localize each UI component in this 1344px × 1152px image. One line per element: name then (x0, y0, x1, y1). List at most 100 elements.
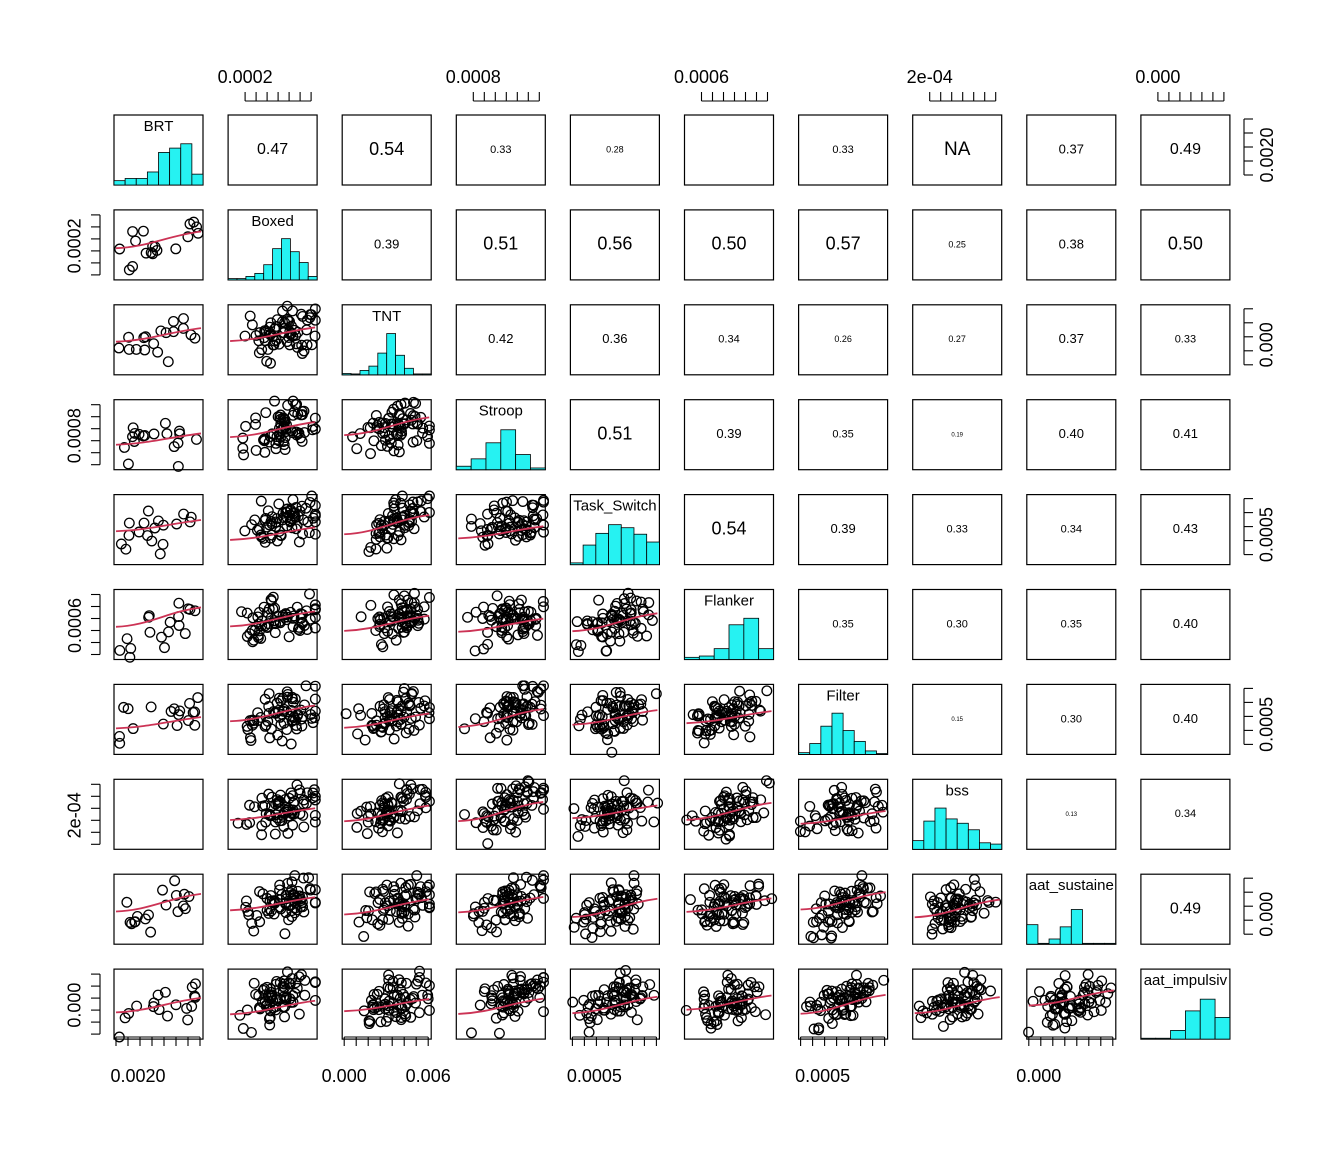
scatter-point (954, 916, 966, 928)
smoother-line (115, 230, 202, 250)
scatter-point (567, 996, 579, 1008)
scatter-point (574, 820, 586, 832)
scatter-point (852, 983, 864, 995)
scatter-point (374, 611, 385, 623)
scatter-point (283, 977, 295, 989)
scatter-point (619, 598, 631, 609)
scatter-point (698, 737, 710, 749)
smoother-line (344, 712, 430, 729)
bottom-axis-label: 0.0005 (567, 1066, 622, 1086)
histogram-bar (608, 524, 622, 565)
scatter-point (1072, 1005, 1084, 1017)
panel-r9-c5 (680, 968, 775, 1040)
scatter-point (309, 510, 321, 522)
scatter-point (264, 1013, 275, 1025)
smoother-line (572, 709, 658, 726)
scatter-point (496, 800, 508, 812)
scatter-point (269, 395, 280, 407)
panel-frame (683, 683, 775, 756)
scatter-point (608, 981, 620, 993)
scatter-point (957, 895, 969, 907)
scatter-point (300, 680, 312, 692)
scatter-point (590, 710, 602, 722)
panel-r7-c7: bss (912, 778, 1003, 850)
scatter-point (123, 529, 135, 541)
panel-r1-c0 (113, 209, 204, 281)
smoother-line (458, 708, 544, 728)
scatter-point (926, 928, 938, 940)
scatter-point (127, 422, 139, 434)
scatter-point (244, 799, 255, 811)
scatter-point (581, 615, 593, 627)
correlation-value: 0.33 (832, 144, 853, 156)
scatter-point (181, 1002, 193, 1014)
scatter-point (511, 613, 523, 625)
smoother-line (344, 804, 430, 823)
scatter-point (113, 342, 125, 354)
scatter-point (495, 607, 507, 619)
histogram-bar (1170, 1030, 1186, 1040)
scatter-point (478, 601, 489, 613)
panel-frame (569, 683, 661, 756)
scatter-point (260, 407, 272, 419)
scatter-point (973, 982, 985, 994)
panel-frame (912, 399, 1003, 471)
histogram-bar (470, 458, 487, 471)
scatter-point (836, 922, 848, 933)
scatter-point (126, 918, 138, 930)
scatter-point (459, 723, 470, 735)
scatter-point (272, 800, 284, 812)
scatter-point (568, 921, 580, 933)
scatter-point (852, 827, 864, 839)
scatter-point (145, 926, 157, 938)
scatter-point (400, 1010, 412, 1022)
scatter-point (482, 893, 494, 904)
scatter-point (1105, 982, 1117, 994)
scatter-point (597, 793, 609, 805)
scatter-point (284, 978, 296, 990)
correlation-value: 0.35 (1061, 618, 1082, 630)
scatter-point (358, 931, 370, 942)
panel-frame (113, 494, 204, 566)
scatter-point (154, 548, 166, 560)
correlation-value: 0.38 (1059, 236, 1084, 251)
panel-r0-c0: BRT (113, 114, 204, 186)
scatter-point (281, 724, 293, 735)
right-axis-label: 0.0020 (1257, 127, 1277, 182)
panel-frame (1026, 968, 1117, 1040)
scatter-point (763, 777, 775, 789)
scatter-point (972, 1008, 984, 1020)
scatter-point (492, 981, 504, 992)
scatter-point (742, 979, 754, 991)
panel-frame (227, 399, 318, 471)
scatter-point (412, 886, 424, 898)
scatter-point (400, 727, 412, 739)
correlation-value: 0.30 (946, 618, 967, 630)
scatter-point (404, 616, 416, 628)
scatter-point (538, 892, 549, 904)
scatter-point (300, 502, 312, 514)
scatter-point (698, 883, 710, 895)
scatter-point (1075, 1006, 1087, 1018)
panel-frame (912, 209, 1003, 281)
histogram-bar (421, 373, 432, 376)
scatter-point (521, 785, 533, 797)
scatter-point (501, 691, 513, 702)
scatter-point (926, 898, 938, 910)
histogram-bar (386, 333, 397, 376)
correlation-value: 0.34 (1175, 808, 1196, 820)
histogram-bar (158, 152, 171, 186)
smoother-line (230, 704, 316, 723)
panel-frame (569, 588, 661, 661)
scatter-point (391, 827, 403, 839)
scatter-point (597, 826, 609, 838)
panel-r8-c9: 0.49 (1140, 873, 1231, 945)
scatter-point (477, 806, 489, 818)
panel-r9-c3 (455, 968, 549, 1040)
scatter-point (620, 965, 632, 976)
panel-frame (227, 114, 318, 186)
smoother-line (115, 997, 202, 1014)
scatter-point (403, 697, 414, 709)
scatter-point (597, 815, 609, 827)
bottom-axis-label: 0.0020 (110, 1066, 165, 1086)
